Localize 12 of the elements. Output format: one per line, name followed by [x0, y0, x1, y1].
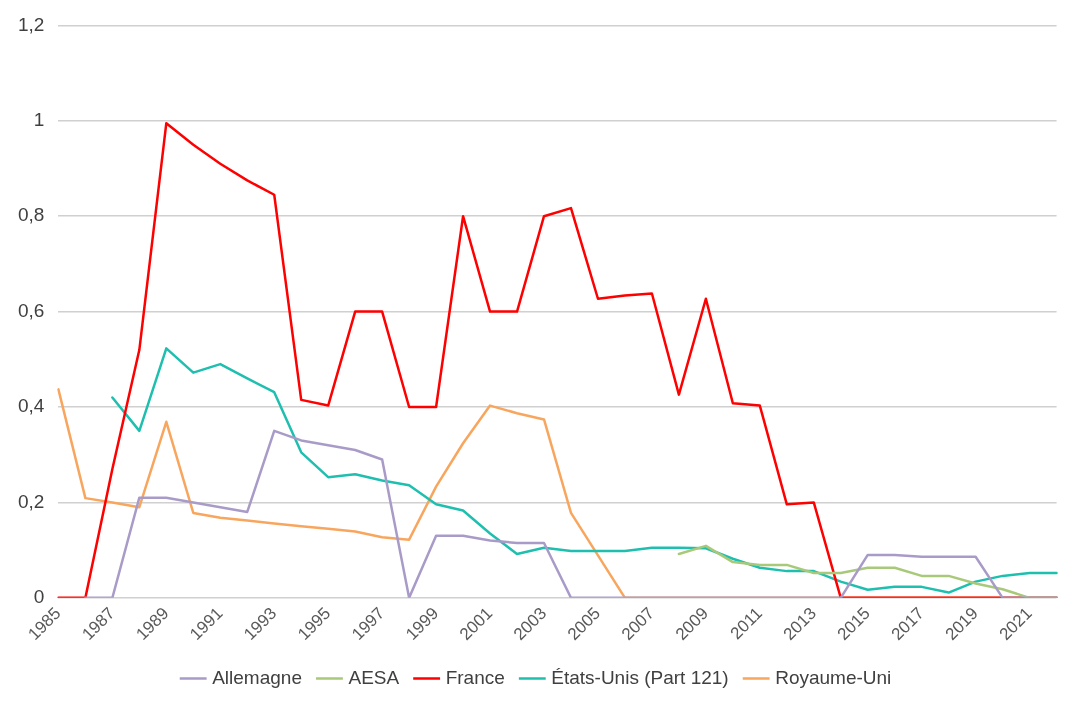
- legend-label: AESA: [348, 666, 400, 688]
- y-tick-label: 1,2: [17, 13, 45, 35]
- y-tick-label: 0: [33, 586, 45, 608]
- legend-label: États-Unis (Part 121): [551, 666, 729, 688]
- y-tick-label: 0,2: [17, 490, 45, 512]
- y-tick-label: 0,6: [17, 299, 45, 321]
- y-tick-label: 1: [33, 109, 45, 131]
- y-tick-label: 0,4: [17, 395, 45, 417]
- legend-label: Allemagne: [212, 666, 302, 688]
- legend-label: France: [445, 666, 505, 688]
- legend-label: Royaume-Uni: [775, 666, 892, 688]
- y-tick-label: 0,8: [17, 204, 45, 226]
